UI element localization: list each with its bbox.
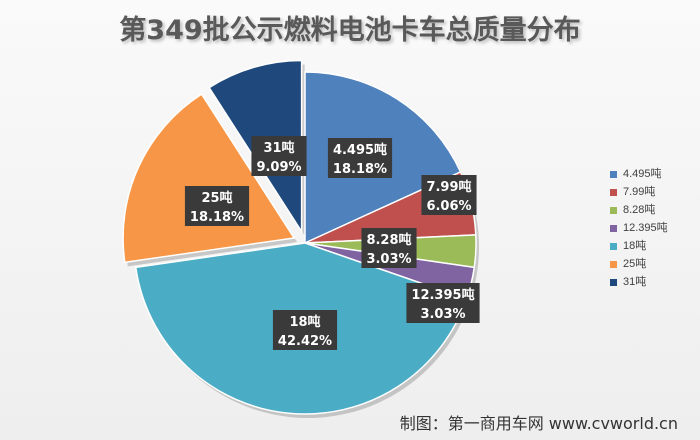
legend-swatch [610,260,617,268]
legend-item-25: 25吨 [610,255,692,273]
chart-legend: 4.495吨 7.99吨 8.28吨 12.395吨 18吨 25吨 31吨 [610,165,692,291]
data-label-category: 4.495吨 [333,142,387,158]
data-label-8-28: 8.28吨 3.03% [361,228,417,268]
legend-swatch [610,242,617,250]
legend-item-18: 18吨 [610,237,692,255]
legend-swatch [610,170,617,178]
legend-item-12-395: 12.395吨 [610,219,692,237]
data-label-box [361,228,417,268]
data-label-percent: 3.03% [366,252,411,267]
data-label-18: 18吨 42.42% [272,310,338,350]
data-label-box [406,283,480,323]
pie-slice-25 [122,93,296,264]
legend-label: 18吨 [623,240,647,252]
data-label-box [184,186,250,226]
data-label-box [272,310,338,350]
data-label-category: 12.395吨 [411,287,474,303]
data-label-percent: 42.42% [278,334,332,349]
data-label-percent: 18.18% [333,162,387,177]
data-label-box [421,175,477,215]
legend-label: 12.395吨 [623,222,668,234]
data-label-category: 25吨 [201,190,232,206]
data-label-percent: 3.03% [420,307,465,322]
legend-label: 31吨 [623,276,647,288]
legend-swatch [610,206,617,214]
legend-swatch [610,224,617,232]
data-label-12-395: 12.395吨 3.03% [406,283,480,323]
legend-label: 8.28吨 [623,204,656,216]
legend-item-4-495: 4.495吨 [610,165,692,183]
data-label-box [327,138,393,178]
data-label-percent: 9.09% [256,160,301,175]
data-label-category: 8.28吨 [366,232,411,248]
legend-item-31: 31吨 [610,273,692,291]
legend-label: 7.99吨 [623,186,656,198]
legend-swatch [610,278,617,286]
data-label-4-495: 4.495吨 18.18% [327,138,393,178]
legend-label: 25吨 [623,258,647,270]
data-label-category: 18吨 [289,314,320,330]
chart-title: 第349批公示燃料电池卡车总质量分布 [119,15,581,46]
data-label-percent: 18.18% [190,210,244,225]
legend-label: 4.495吨 [623,168,662,180]
data-label-category: 31吨 [263,140,294,156]
legend-item-8-28: 8.28吨 [610,201,692,219]
legend-swatch [610,188,617,196]
data-label-25: 25吨 18.18% [184,186,250,226]
chart-credit: 制图：第一商用车网 www.cvworld.cn [399,414,678,433]
data-label-7-99: 7.99吨 6.06% [421,175,477,215]
data-label-box [251,136,307,176]
data-label-percent: 6.06% [426,199,471,214]
data-label-31: 31吨 9.09% [251,136,307,176]
legend-item-7-99: 7.99吨 [610,183,692,201]
data-label-category: 7.99吨 [426,179,471,195]
